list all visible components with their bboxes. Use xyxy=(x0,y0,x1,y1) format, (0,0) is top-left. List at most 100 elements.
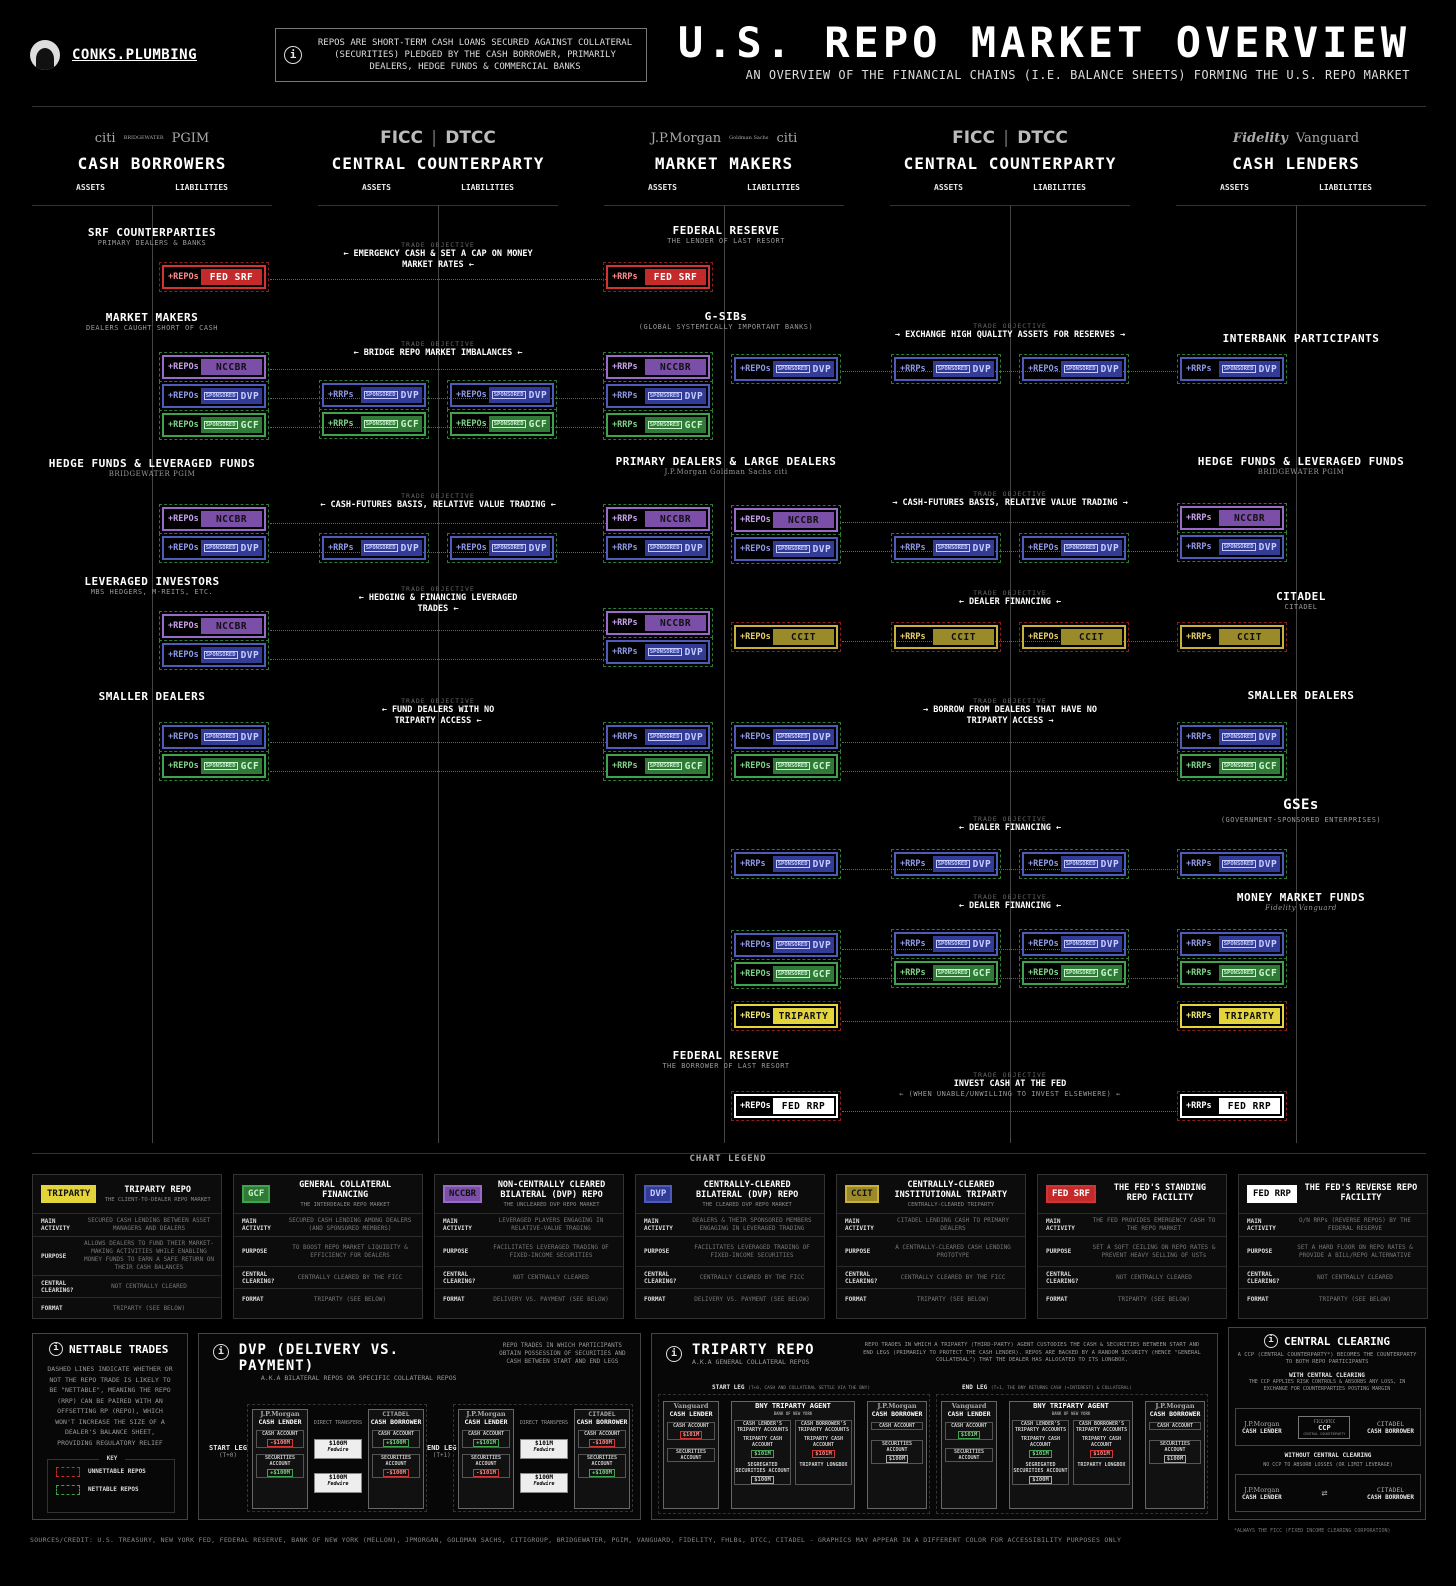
securities-account: SECURITIES ACCOUNT $100M xyxy=(1149,1440,1201,1464)
trade-objective-dealer-financing-3: TRADE OBJECTIVE ← DEALER FINANCING ← xyxy=(958,893,1062,911)
repo-pill-dvp: +RRPs SPONSORED DVP xyxy=(1177,532,1287,562)
repo-pill-nccbr: +RRPs NCCBR xyxy=(1177,503,1287,533)
header-divider xyxy=(32,106,1426,107)
pill-tag: SPONSORED GCF xyxy=(773,966,834,982)
legend-row-key: CENTRAL CLEARING? xyxy=(1247,1270,1280,1285)
repo-pill-nccbr: +RRPs NCCBR xyxy=(603,504,713,534)
dvp-borrower: CITADEL CASH BORROWER CASH ACCOUNT +$100M SE… xyxy=(368,1409,424,1509)
legend-row: PURPOSE ALLOWS DEALERS TO FUND THEIR MARK… xyxy=(33,1236,221,1275)
nettable-body: DASHED LINES INDICATE WHETHER OR NOT THE… xyxy=(47,1365,173,1447)
column-market-makers: J.P.Morgan Goldman Sachs citi MARKET MAK… xyxy=(604,128,844,193)
pill-tag: SPONSORED DVP xyxy=(361,540,422,556)
securities-account: SECURITIES ACCOUNT xyxy=(945,1448,993,1462)
section-interbank: INTERBANK PARTICIPANTS xyxy=(1176,332,1426,345)
legend-row: MAIN ACTIVITY O/N RRPs (REVERSE REPOS) BY… xyxy=(1239,1213,1427,1236)
pill-side-label: +RRPs xyxy=(612,420,638,430)
connector-line xyxy=(842,641,1178,642)
logo-jpmorgan: J.P.Morgan xyxy=(650,130,722,146)
pill-side-label: +REPOs xyxy=(740,515,771,525)
legend-row: FORMAT DELIVERY VS. PAYMENT (SEE BELOW) xyxy=(636,1288,824,1310)
pill-tag: SPONSORED DVP xyxy=(773,361,834,377)
legend-row: PURPOSE TO BOOST REPO MARKET LIQUIDITY & … xyxy=(234,1236,422,1266)
connector-line xyxy=(842,371,1178,372)
legend-row: CENTRAL CLEARING? CENTRALLY CLEARED BY TH… xyxy=(837,1266,1025,1288)
agent-header: BNY TRIPARTY AGENT xyxy=(1010,1402,1132,1410)
legend-badge: GCF xyxy=(242,1185,271,1203)
pill-tag: SPONSORED DVP xyxy=(933,540,994,556)
acct-label: CASH ACCOUNT xyxy=(1156,1423,1194,1429)
cc-without-diagram: J.P.Morgan CASH LENDER ⇄ CITADEL CASH BORR… xyxy=(1235,1474,1421,1512)
repo-pill-dvp: +REPOs SPONSORED DVP xyxy=(159,640,269,670)
legend-row-key: CENTRAL CLEARING? xyxy=(242,1270,275,1285)
legend-row-value: O/N RRPs (REVERSE REPOS) BY THE FEDERAL … xyxy=(1299,1217,1411,1232)
connector-line xyxy=(270,279,608,280)
legend-row-value: SECURED CASH LENDING AMONG DEALERS (AND … xyxy=(288,1217,412,1232)
logo-vanguard: Vanguard xyxy=(951,1402,987,1410)
column-subheads: ASSETS LIABILITIES xyxy=(362,183,514,192)
legend-card-title-block: NON-CENTRALLY CLEARED BILATERAL (DVP) RE… xyxy=(488,1180,615,1208)
agent-label: TRIPARTY AGENT xyxy=(771,1402,831,1410)
amount-chip: $101M xyxy=(751,1450,774,1458)
fedwire-transfer: $101M Fedwire xyxy=(520,1439,568,1459)
legend-badge: DVP xyxy=(644,1185,673,1203)
column-title: CENTRAL COUNTERPARTY xyxy=(331,154,545,173)
repo-pill-gcf: +REPOs SPONSORED GCF xyxy=(159,751,269,781)
repo-pill-dvp: +RRPs SPONSORED DVP xyxy=(731,849,841,879)
acct-label: TRIPARTY LONGBOX xyxy=(799,1462,848,1468)
pill-side-label: +REPOs xyxy=(740,969,771,979)
column-title: CENTRAL COUNTERPARTY xyxy=(903,154,1117,173)
direct-transfers-label: DIRECT TRANSFERS xyxy=(519,1420,569,1426)
column-title: MARKET MAKERS xyxy=(654,154,794,173)
legend-row-key: CENTRAL CLEARING? xyxy=(443,1270,476,1285)
dvp-diagram: J.P.Morgan CASH LENDER CASH ACCOUNT +$101M S… xyxy=(453,1404,633,1512)
balance-line xyxy=(724,205,725,1143)
cc-without-title: WITHOUT CENTRAL CLEARING xyxy=(1284,1452,1372,1459)
fedwire-transfer: $100M Fedwire xyxy=(520,1473,568,1493)
legend-card-title-block: CENTRALLY-CLEARED BILATERAL (DVP) REPO TH… xyxy=(678,1180,816,1208)
brand-link[interactable]: CONKS.PLUMBING xyxy=(72,47,198,63)
column-subheads: ASSETS LIABILITIES xyxy=(648,183,800,192)
legend-card: FED RRP THE FED'S REVERSE REPO FACILITY MA… xyxy=(1238,1174,1428,1319)
legend-row-key: FORMAT xyxy=(1247,1296,1269,1303)
amount-chip: $101M xyxy=(679,1431,703,1439)
legend-row-value: CITADEL LENDING CASH TO PRIMARY DEALERS xyxy=(897,1217,1009,1232)
legend-row: MAIN ACTIVITY SECURED CASH LENDING AMONG … xyxy=(234,1213,422,1236)
section-label: LEVERAGED INVESTORS xyxy=(84,575,220,588)
brand[interactable]: CONKS.PLUMBING xyxy=(30,40,197,70)
legend-row-key: CENTRAL CLEARING? xyxy=(644,1270,677,1285)
legend-card-header: TRIPARTY TRIPARTY REPO THE CLIENT-TO-DEALE… xyxy=(33,1175,221,1213)
trade-objective-basis-left: TRADE OBJECTIVE ← CASH-FUTURES BASIS, REL… xyxy=(320,492,556,510)
repo-pill-gcf: +REPOs SPONSORED GCF xyxy=(731,751,841,781)
legend-card-title: THE FED'S REVERSE REPO FACILITY xyxy=(1304,1183,1418,1203)
acct-label: SECURITIES ACCOUNT xyxy=(264,1455,296,1467)
repo-pill-nccbr: +REPOs NCCBR xyxy=(159,611,269,641)
legend-row-key: MAIN ACTIVITY xyxy=(242,1218,271,1232)
connector-line xyxy=(270,742,608,743)
logo-citi: citi xyxy=(776,130,798,146)
legend-badge: CCIT xyxy=(845,1185,879,1203)
pill-tag: FED SRF xyxy=(645,269,706,285)
triparty-panel: i TRIPARTY REPO A.K.A GENERAL COLLATERAL… xyxy=(651,1333,1218,1520)
pill-side-label: +REPOs xyxy=(1028,939,1059,949)
info-icon: i xyxy=(49,1342,63,1356)
repo-pill-dvp: +REPOs SPONSORED DVP xyxy=(159,381,269,411)
trade-objective-dealer-financing-1: TRADE OBJECTIVE ← DEALER FINANCING ← xyxy=(958,589,1062,607)
section-label: SMALLER DEALERS xyxy=(98,690,206,703)
legend-card-header: FED RRP THE FED'S REVERSE REPO FACILITY xyxy=(1239,1175,1427,1213)
key-label: KEY xyxy=(99,1455,125,1463)
logo-goldman: Goldman Sachs xyxy=(729,135,769,141)
tri-borrower: J.P.Morgan CASH BORROWER CASH ACCOUNT SECUR… xyxy=(867,1401,927,1509)
legend-card-title-block: GENERAL COLLATERAL FINANCING THE INTERDEA… xyxy=(276,1180,414,1208)
pill-side-label: +REPOs xyxy=(168,362,199,372)
logo-ficc: FICC xyxy=(380,128,423,148)
balance-line xyxy=(1010,205,1011,1143)
legend-row-key: PURPOSE xyxy=(41,1252,67,1260)
triparty-subtitle: A.K.A GENERAL COLLATERAL REPOS xyxy=(692,1358,810,1366)
pill-side-label: +RRPs xyxy=(612,618,638,628)
pill-tag: CCIT xyxy=(933,629,994,645)
connector-line xyxy=(270,523,608,524)
pill-side-label: +RRPs xyxy=(1186,968,1212,978)
trade-objective-dealer-financing-2: TRADE OBJECTIVE ← DEALER FINANCING ← xyxy=(958,815,1062,833)
repo-pill-ccit: +RRPs CCIT xyxy=(1177,622,1287,652)
column-subheads: ASSETS LIABILITIES xyxy=(1220,183,1372,192)
